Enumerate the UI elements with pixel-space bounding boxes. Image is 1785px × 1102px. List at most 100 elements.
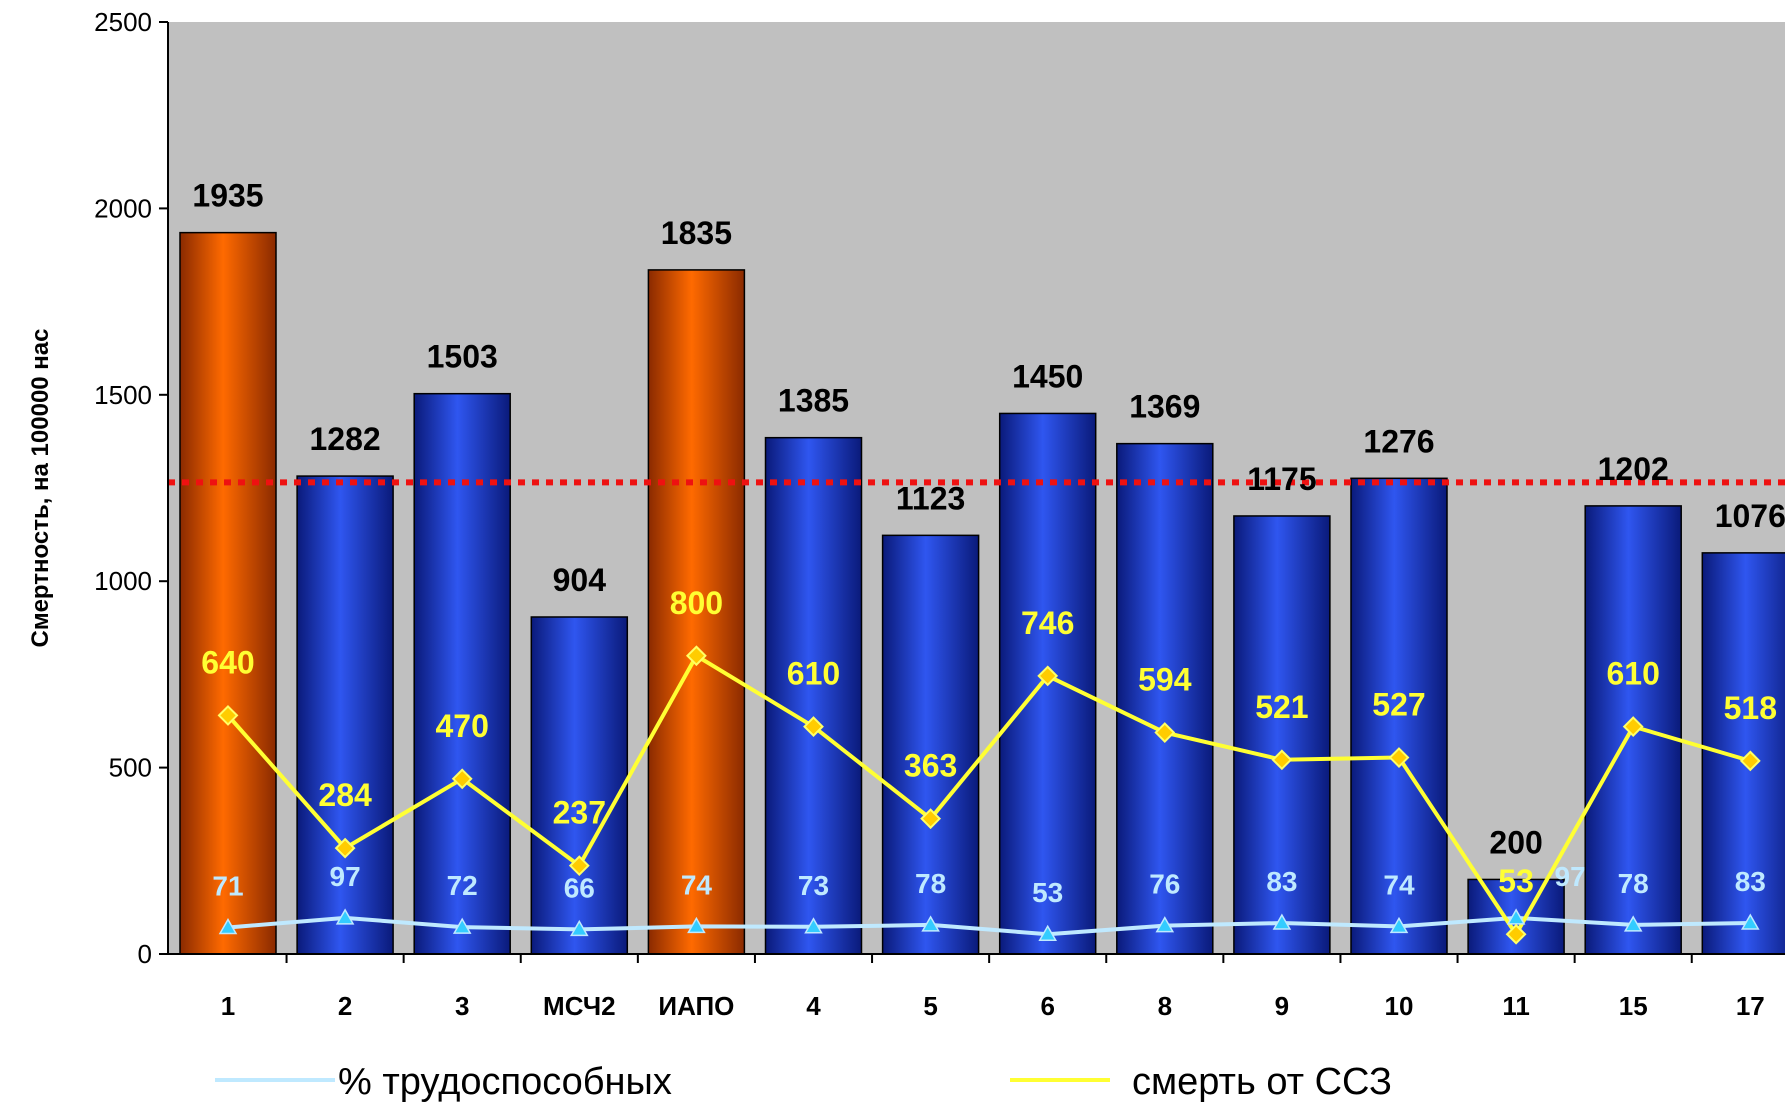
x-tick-label: 3: [455, 991, 469, 1021]
bar-ИАПО: [647, 269, 746, 955]
bar-value-label: 1175: [1247, 461, 1316, 497]
bar-value-label: 1123: [896, 480, 965, 516]
bar-value-label: 1282: [310, 421, 381, 457]
cvd-value-label: 527: [1372, 687, 1425, 723]
y-axis-title: Смертность, на 100000 нас: [27, 328, 54, 647]
marker-cvd: [803, 716, 824, 738]
work-share-value-label: 73: [798, 870, 829, 901]
marker-work-share: [1272, 913, 1292, 930]
marker-work-share: [1741, 913, 1760, 930]
marker-cvd: [920, 808, 942, 830]
cvd-value-label: 610: [787, 656, 840, 692]
work-share-value-label: 53: [1032, 877, 1063, 908]
cvd-value-label: 610: [1607, 656, 1660, 692]
bar-value-label: 1450: [1012, 358, 1083, 394]
bar-10: [1350, 477, 1448, 955]
x-tick-label: 4: [806, 991, 821, 1021]
cvd-value-label: 640: [201, 644, 254, 680]
cvd-value-label: 518: [1724, 690, 1777, 726]
marker-cvd: [1739, 750, 1761, 772]
x-tick-label: 8: [1158, 991, 1172, 1021]
marker-work-share: [687, 916, 706, 934]
x-tick-label: МСЧ2: [543, 991, 616, 1021]
x-tick-label: 1: [221, 991, 235, 1021]
work-share-value-label: 72: [447, 870, 478, 901]
work-share-value-label: 74: [681, 869, 713, 900]
cvd-value-label: 53: [1498, 863, 1534, 899]
x-tick-label: 11: [1502, 991, 1530, 1021]
marker-work-share: [921, 915, 940, 932]
marker-work-share: [1389, 916, 1409, 934]
cvd-value-label: 521: [1255, 689, 1308, 725]
x-tick-label: 2: [338, 991, 352, 1021]
cvd-value-label: 594: [1138, 662, 1192, 698]
x-tick-label: 15: [1619, 991, 1648, 1021]
bar-2: [296, 475, 394, 955]
work-share-value-label: 83: [1735, 866, 1766, 897]
bar-value-label: 1835: [661, 215, 732, 251]
marker-cvd: [217, 704, 239, 726]
work-share-value-label: 97: [330, 861, 361, 892]
work-share-value-label: 78: [915, 868, 946, 899]
bar-value-label: 1076: [1715, 498, 1785, 534]
marker-work-share: [335, 908, 355, 925]
bar-value-label: 1385: [778, 383, 849, 419]
marker-cvd: [1622, 716, 1644, 738]
cvd-value-label: 470: [436, 708, 489, 744]
bar-value-label: 1503: [427, 339, 498, 375]
marker-cvd: [1154, 722, 1176, 743]
bar-МСЧ2: [530, 616, 629, 955]
x-tick-label: 10: [1385, 991, 1414, 1021]
work-share-value-label: 74: [1383, 869, 1415, 900]
marker-cvd: [334, 837, 356, 859]
work-share-value-label: 76: [1149, 869, 1180, 900]
work-share-value-label: 78: [1618, 868, 1649, 899]
bar-9: [1233, 515, 1331, 955]
marker-cvd: [685, 645, 707, 667]
line-cvd: [226, 652, 1751, 939]
bar-value-label: 1202: [1598, 451, 1669, 487]
y-tick-label: 1500: [94, 380, 152, 410]
bar-8: [1116, 442, 1214, 955]
legend-label-cvd: смерть от ССЗ: [1132, 1061, 1392, 1102]
y-tick-label: 0: [138, 939, 152, 969]
y-tick-label: 1000: [94, 566, 152, 596]
work-share-value-label: 66: [564, 872, 595, 903]
marker-work-share: [452, 917, 472, 934]
work-share-value-label: 83: [1266, 866, 1297, 897]
marker-cvd: [568, 855, 590, 877]
marker-work-share: [1623, 915, 1643, 932]
marker-work-share: [1155, 916, 1175, 933]
marker-work-share: [1038, 924, 1057, 941]
y-tick-label: 500: [109, 753, 152, 783]
bar-value-label: 904: [553, 562, 607, 598]
marker-cvd: [1037, 665, 1059, 687]
bar-17: [1701, 552, 1785, 955]
cvd-value-label: 363: [904, 748, 957, 784]
marker-work-share: [804, 917, 823, 934]
x-tick-label: 5: [923, 991, 937, 1021]
bar-value-label: 1369: [1129, 389, 1200, 425]
cvd-value-label: 800: [670, 585, 723, 621]
bar-3: [413, 392, 511, 955]
bar-value-label: 200: [1489, 824, 1542, 860]
legend: % трудоспособных смерть от ССЗ: [215, 1061, 1392, 1102]
bar-value-label: 1935: [192, 178, 263, 214]
marker-cvd: [1388, 747, 1410, 768]
marker-work-share: [218, 918, 238, 935]
cvd-value-label: 237: [553, 795, 606, 831]
bar-1: [179, 231, 277, 955]
bar-value-label: 1276: [1363, 423, 1434, 459]
y-tick-label: 2000: [94, 193, 152, 223]
bar-4: [764, 436, 863, 955]
y-tick-label: 2500: [94, 7, 152, 37]
x-tick-label: 9: [1275, 991, 1289, 1021]
line-work-share: [227, 915, 1751, 937]
legend-label-work-share: % трудоспособных: [338, 1061, 672, 1102]
marker-cvd: [1271, 749, 1293, 771]
work-share-value-label: 97: [1555, 861, 1586, 892]
marker-work-share: [570, 919, 589, 937]
x-tick-label: ИАПО: [658, 991, 734, 1021]
x-tick-label: 6: [1040, 991, 1054, 1021]
